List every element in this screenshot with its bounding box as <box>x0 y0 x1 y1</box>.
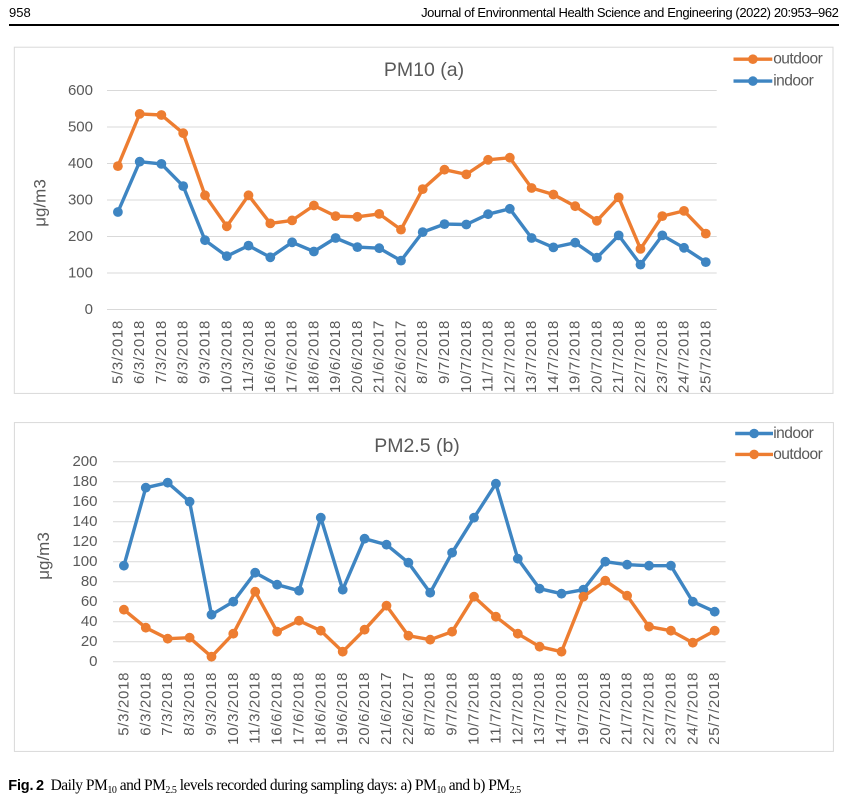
svg-text:24/7/2018: 24/7/2018 <box>684 672 701 745</box>
svg-text:20/7/2018: 20/7/2018 <box>588 320 605 393</box>
svg-text:0: 0 <box>85 301 93 318</box>
svg-text:100: 100 <box>72 553 97 570</box>
svg-text:indoor: indoor <box>773 425 813 442</box>
svg-text:11/7/2018: 11/7/2018 <box>480 320 497 392</box>
svg-text:8/3/2018: 8/3/2018 <box>175 320 192 384</box>
svg-text:12/7/2018: 12/7/2018 <box>501 320 518 393</box>
svg-text:120: 120 <box>72 533 97 550</box>
svg-text:7/3/2018: 7/3/2018 <box>153 320 170 384</box>
svg-text:160: 160 <box>72 493 97 510</box>
svg-text:7/3/2018: 7/3/2018 <box>159 672 176 736</box>
svg-text:8/7/2018: 8/7/2018 <box>414 320 431 384</box>
svg-text:5/3/2018: 5/3/2018 <box>109 320 126 384</box>
svg-text:19/6/2018: 19/6/2018 <box>334 672 351 745</box>
svg-text:8/7/2018: 8/7/2018 <box>422 672 439 736</box>
svg-text:5/3/2018: 5/3/2018 <box>115 672 132 736</box>
svg-text:22/7/2018: 22/7/2018 <box>641 672 658 745</box>
svg-text:200: 200 <box>68 228 93 245</box>
svg-text:10/7/2018: 10/7/2018 <box>466 672 483 745</box>
svg-text:13/7/2018: 13/7/2018 <box>531 672 548 745</box>
svg-text:22/6/2017: 22/6/2017 <box>393 320 410 393</box>
svg-text:outdoor: outdoor <box>773 446 822 463</box>
svg-text:10/3/2018: 10/3/2018 <box>225 672 242 745</box>
svg-text:17/6/2018: 17/6/2018 <box>291 672 308 745</box>
svg-text:80: 80 <box>81 573 98 590</box>
svg-text:23/7/2018: 23/7/2018 <box>654 320 671 393</box>
svg-text:13/7/2018: 13/7/2018 <box>523 320 540 393</box>
svg-text:40: 40 <box>81 613 98 630</box>
svg-text:21/7/2018: 21/7/2018 <box>610 320 627 393</box>
svg-text:23/7/2018: 23/7/2018 <box>662 672 679 745</box>
svg-text:600: 600 <box>68 82 93 99</box>
svg-text:60: 60 <box>81 593 98 610</box>
svg-text:9/3/2018: 9/3/2018 <box>197 320 214 384</box>
svg-text:20/6/2018: 20/6/2018 <box>349 320 366 393</box>
svg-text:14/7/2018: 14/7/2018 <box>545 320 562 393</box>
svg-text:indoor: indoor <box>773 73 813 90</box>
svg-text:20/7/2018: 20/7/2018 <box>597 672 614 745</box>
svg-text:11/7/2018: 11/7/2018 <box>487 672 504 744</box>
svg-text:14/7/2018: 14/7/2018 <box>553 672 570 745</box>
svg-text:16/6/2018: 16/6/2018 <box>262 320 279 393</box>
svg-text:21/6/2017: 21/6/2017 <box>371 320 388 393</box>
svg-text:500: 500 <box>68 119 93 136</box>
svg-text:16/6/2018: 16/6/2018 <box>269 672 286 745</box>
svg-text:6/3/2018: 6/3/2018 <box>137 672 154 736</box>
svg-text:18/6/2018: 18/6/2018 <box>305 320 322 393</box>
svg-text:24/7/2018: 24/7/2018 <box>676 320 693 393</box>
svg-text:PM2.5 (b): PM2.5 (b) <box>374 435 460 457</box>
svg-text:9/3/2018: 9/3/2018 <box>203 672 220 736</box>
svg-text:300: 300 <box>68 192 93 209</box>
svg-text:19/7/2018: 19/7/2018 <box>567 320 584 393</box>
svg-text:11/3/2018: 11/3/2018 <box>240 320 257 392</box>
svg-text:19/7/2018: 19/7/2018 <box>575 672 592 745</box>
svg-text:25/7/2018: 25/7/2018 <box>697 320 714 393</box>
svg-text:21/7/2018: 21/7/2018 <box>619 672 636 745</box>
svg-text:25/7/2018: 25/7/2018 <box>706 672 723 745</box>
svg-text:200: 200 <box>72 453 97 470</box>
svg-text:μg/m3: μg/m3 <box>31 179 50 227</box>
svg-text:20: 20 <box>81 633 98 650</box>
svg-text:22/7/2018: 22/7/2018 <box>632 320 649 393</box>
svg-text:21/6/2017: 21/6/2017 <box>378 672 395 745</box>
svg-text:18/6/2018: 18/6/2018 <box>312 672 329 745</box>
svg-text:400: 400 <box>68 155 93 172</box>
svg-text:11/3/2018: 11/3/2018 <box>247 672 264 744</box>
svg-text:22/6/2017: 22/6/2017 <box>400 672 417 745</box>
svg-text:100: 100 <box>68 265 93 282</box>
svg-text:6/3/2018: 6/3/2018 <box>131 320 148 384</box>
svg-text:12/7/2018: 12/7/2018 <box>509 672 526 745</box>
svg-text:20/6/2018: 20/6/2018 <box>356 672 373 745</box>
svg-text:8/3/2018: 8/3/2018 <box>181 672 198 736</box>
svg-text:9/7/2018: 9/7/2018 <box>436 320 453 384</box>
svg-text:0: 0 <box>89 653 97 670</box>
svg-text:10/3/2018: 10/3/2018 <box>218 320 235 393</box>
svg-text:19/6/2018: 19/6/2018 <box>327 320 344 393</box>
svg-text:9/7/2018: 9/7/2018 <box>444 672 461 736</box>
svg-text:outdoor: outdoor <box>773 51 822 68</box>
svg-text:10/7/2018: 10/7/2018 <box>458 320 475 393</box>
svg-text:μg/m3: μg/m3 <box>34 532 53 580</box>
svg-text:180: 180 <box>72 473 97 490</box>
svg-text:140: 140 <box>72 513 97 530</box>
svg-text:PM10 (a): PM10 (a) <box>384 59 464 81</box>
svg-text:17/6/2018: 17/6/2018 <box>284 320 301 393</box>
